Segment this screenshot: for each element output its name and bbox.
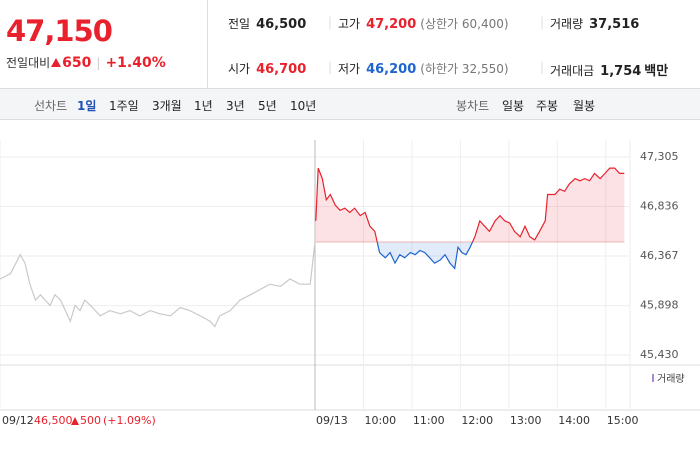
price: 47,150 — [6, 14, 113, 48]
change-pct: +1.40% — [105, 55, 166, 71]
stat-sub: (하한가 32,550) — [420, 62, 509, 76]
footer-pct: (+1.09%) — [103, 414, 156, 427]
separator: | — [328, 15, 333, 29]
quote-header: 47,150 전일대비 650 | +1.40% 전일 46,500 | 고가 47,200(… — [0, 0, 700, 89]
stat-label: 거래량 — [550, 17, 584, 31]
price-line — [315, 167, 625, 270]
stat-value: 47,200 — [366, 17, 417, 32]
stat-value: 46,500 — [256, 17, 307, 32]
x-tick-label: 13:00 — [510, 414, 542, 427]
x-tick-label: 09/13 — [316, 414, 348, 427]
stat-value: 1,754 — [600, 64, 642, 79]
tab[interactable]: 1일 — [77, 99, 97, 113]
stat-label: 거래대금 — [550, 64, 595, 78]
tab[interactable]: 10년 — [290, 99, 317, 113]
x-tick-label: 10:00 — [364, 414, 396, 427]
x-tick-label: 15:00 — [607, 414, 639, 427]
footer-change: 500 — [80, 414, 101, 427]
tab[interactable]: 주봉 — [536, 99, 559, 113]
stat: 전일 46,500 — [228, 15, 306, 32]
stat: | 고가 47,200 (상한가 60,400) — [328, 15, 509, 32]
x-tick-label: 14:00 — [558, 414, 590, 427]
tab-group-label: 봉차트 — [456, 99, 490, 113]
stat: 시가 46,700 — [228, 60, 306, 77]
stat-label: 시가 — [228, 62, 251, 76]
y-tick-label: 45,898 — [640, 299, 679, 312]
chart: 45,430 45,898 46,367 46,836 47,305 09/12 09/13… — [0, 140, 700, 427]
tab[interactable]: 1주일 — [109, 99, 139, 113]
stat-label: 전일 — [228, 17, 251, 31]
stat-label: 저가 — [338, 62, 361, 76]
tab[interactable]: 월봉 — [573, 99, 596, 113]
separator: | — [540, 60, 545, 74]
x-tick-label: 12:00 — [461, 414, 493, 427]
tab[interactable]: 1년 — [194, 99, 213, 113]
x-tick-label: 11:00 — [413, 414, 445, 427]
y-tick-label: 47,305 — [640, 150, 679, 163]
y-tick-label: 45,430 — [640, 348, 679, 361]
tab[interactable]: 5년 — [258, 99, 277, 113]
legend-swatch — [652, 374, 654, 382]
stat-sub: (상한가 60,400) — [420, 17, 509, 31]
up-arrow — [71, 417, 79, 425]
change-value: 650 — [62, 55, 92, 71]
stat-value: 37,516 — [589, 17, 640, 32]
price-box: 47,150 전일대비 650 | +1.40% — [0, 0, 208, 88]
tab-group-label: 선차트 — [34, 99, 68, 113]
change-label: 전일대비 — [6, 56, 51, 70]
x-tick-label: 09/12 — [2, 414, 34, 427]
tab[interactable]: 일봉 — [502, 99, 525, 113]
footer-close: 46,500 — [34, 414, 73, 427]
volume-legend: 거래량 — [657, 373, 685, 385]
stat-value: 46,700 — [256, 62, 307, 77]
stat-value: 46,200 — [366, 62, 417, 77]
y-tick-label: 46,367 — [640, 249, 679, 262]
up-arrow — [51, 58, 62, 67]
stat: | 거래대금 1,754 백만 — [540, 60, 669, 79]
separator: | — [328, 60, 333, 74]
stat: | 거래량 37,516 — [540, 15, 640, 32]
stat: | 저가 46,200 (하한가 32,550) — [328, 60, 509, 77]
separator: | — [540, 15, 545, 29]
stat-unit: 백만 — [644, 64, 669, 79]
y-tick-label: 46,836 — [640, 200, 679, 213]
stat-label: 고가 — [338, 17, 361, 31]
tab[interactable]: 3개월 — [152, 99, 182, 113]
tab-bar: 선차트 1일 1주일 3개월 1년 3년 5년 10년 봉차트 일봉 주봉 월봉 — [0, 89, 700, 120]
change: 전일대비 650 | +1.40% — [6, 55, 166, 71]
area — [315, 168, 625, 269]
price-line — [0, 241, 316, 328]
tab[interactable]: 3년 — [226, 99, 245, 113]
